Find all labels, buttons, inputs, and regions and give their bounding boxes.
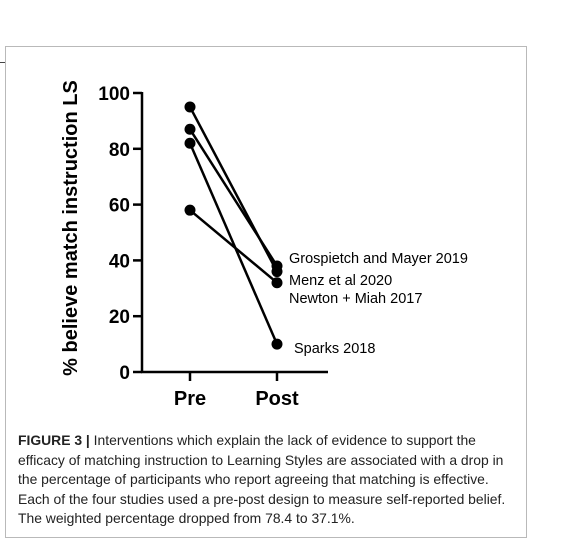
x-tick-label: Post bbox=[255, 388, 299, 410]
series-label: Grospietch and Mayer 2019 bbox=[289, 251, 468, 267]
data-point bbox=[271, 338, 283, 350]
caption-label: FIGURE 3 | bbox=[18, 432, 90, 448]
y-tick-label: 0 bbox=[119, 363, 130, 384]
edge-tick bbox=[0, 62, 5, 63]
data-point bbox=[271, 266, 283, 278]
x-ticks: Pre Post bbox=[174, 372, 299, 410]
y-ticks: 0 20 40 60 80 100 bbox=[98, 84, 142, 384]
pre-post-chart: 0 20 40 60 80 100 Pre Post % believe match ins… bbox=[60, 80, 468, 410]
series-line bbox=[184, 204, 283, 289]
data-point bbox=[271, 277, 283, 289]
data-point bbox=[184, 101, 196, 113]
series-label: Sparks 2018 bbox=[294, 341, 375, 357]
y-tick-label: 100 bbox=[98, 84, 130, 105]
series-line bbox=[184, 101, 283, 278]
series-line bbox=[184, 123, 283, 272]
series-lines bbox=[184, 101, 283, 350]
series-label: Newton + Miah 2017 bbox=[289, 291, 422, 307]
series-segment bbox=[188, 106, 279, 273]
x-tick-label: Pre bbox=[174, 388, 206, 410]
caption-text: Interventions which explain the lack of … bbox=[18, 432, 506, 526]
y-axis-label: % believe match instruction LS bbox=[60, 80, 82, 376]
y-tick-label: 20 bbox=[109, 307, 130, 328]
y-tick-label: 40 bbox=[109, 251, 130, 272]
figure-frame bbox=[5, 46, 527, 538]
data-point bbox=[184, 204, 196, 216]
y-tick-label: 60 bbox=[109, 196, 130, 217]
series-labels: Grospietch and Mayer 2019 Menz et al 2020… bbox=[289, 251, 468, 357]
data-point bbox=[184, 123, 196, 135]
y-tick-label: 80 bbox=[109, 140, 130, 161]
series-segment bbox=[188, 142, 279, 345]
figure-caption: FIGURE 3 | Interventions which explain t… bbox=[18, 431, 518, 529]
series-line bbox=[184, 137, 283, 350]
series-label: Menz et al 2020 bbox=[289, 273, 392, 289]
chart-axes bbox=[140, 92, 328, 374]
data-point bbox=[184, 137, 196, 149]
